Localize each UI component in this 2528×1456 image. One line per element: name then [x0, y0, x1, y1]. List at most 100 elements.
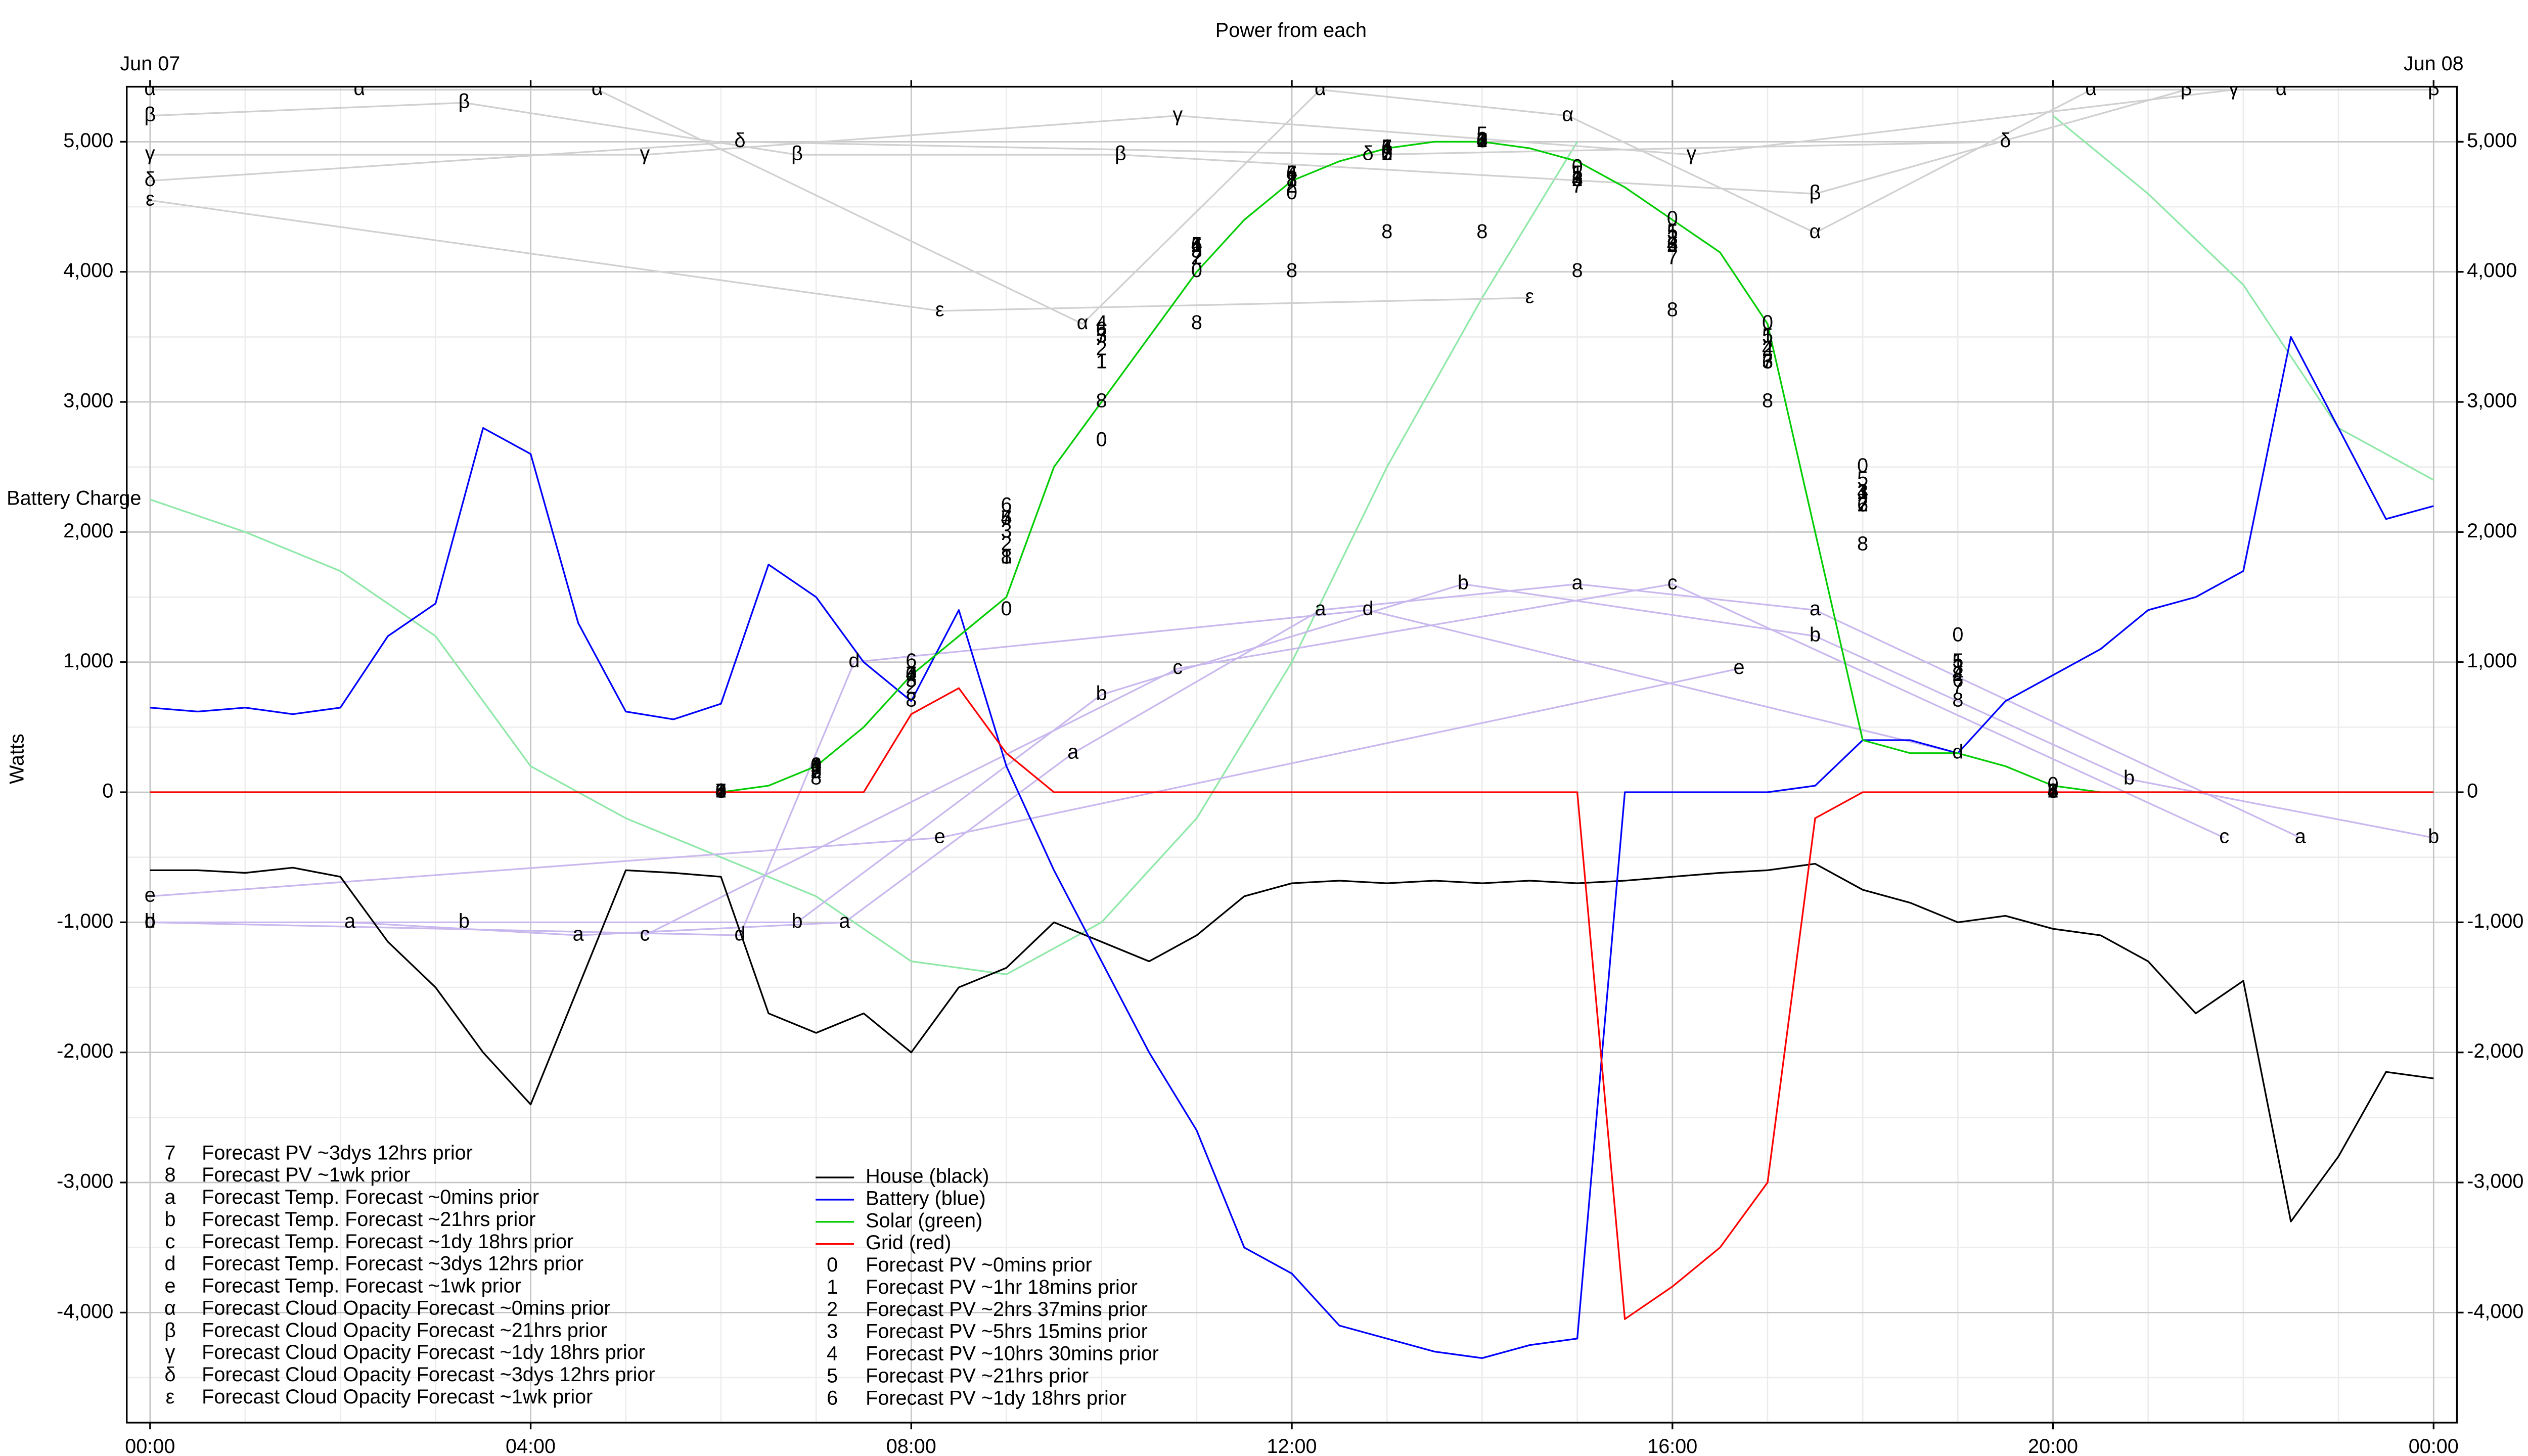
forecast-point: 0 — [1381, 143, 1392, 165]
forecast-point: 4 — [1572, 168, 1583, 191]
forecast-point: β — [2181, 77, 2192, 100]
legend-label: Forecast Cloud Opacity Forecast ~21hrs p… — [202, 1319, 607, 1341]
legend-symbol: β — [164, 1319, 176, 1341]
forecast-point: 6 — [1286, 162, 1297, 184]
forecast-point: 5 — [1857, 468, 1868, 490]
forecast-point: 6 — [906, 650, 917, 672]
forecast-point: 7 — [1191, 246, 1202, 268]
forecast-point: α — [144, 77, 156, 100]
forecast-point: b — [459, 910, 470, 932]
legend-label: Forecast PV ~1hr 18mins prior — [866, 1276, 1138, 1298]
chart-title: Power from each — [1215, 19, 1367, 41]
forecast-point: 5 — [906, 669, 917, 692]
forecast-point: b — [2124, 767, 2135, 789]
forecast-point: α — [2276, 77, 2287, 100]
y2-tick-label: 3,000 — [2467, 389, 2517, 412]
legend-symbol: 8 — [164, 1164, 175, 1186]
forecast-line — [150, 609, 1958, 936]
forecast-point: b — [2428, 826, 2439, 848]
legend-label: Forecast PV ~1wk prior — [202, 1164, 410, 1186]
forecast-point: 0 — [1952, 624, 1963, 646]
forecast-point: 8 — [810, 767, 822, 789]
date-label: Jun 07 — [120, 53, 180, 75]
forecast-point: 3 — [1191, 240, 1202, 262]
forecast-point: 8 — [715, 780, 727, 802]
forecast-point: β — [791, 143, 803, 165]
forecast-point: c — [1172, 656, 1183, 678]
plot-frame — [126, 85, 2458, 1424]
y-tick-label: 3,000 — [63, 389, 113, 412]
forecast-point: 6 — [1572, 168, 1583, 191]
forecast-point: d — [848, 650, 860, 672]
forecast-point: 8 — [2048, 780, 2059, 802]
legend-symbol: 6 — [827, 1387, 838, 1409]
forecast-point: 7 — [1381, 143, 1392, 165]
y2-tick-label: 1,000 — [2467, 650, 2517, 672]
forecast-point: 0 — [2048, 774, 2059, 796]
y-tick-label: 2,000 — [63, 520, 113, 542]
x-tick-label: 04:00 — [506, 1435, 556, 1456]
forecast-point: 6 — [1096, 318, 1107, 340]
forecast-line — [150, 583, 2434, 924]
legend-symbol: 0 — [827, 1254, 838, 1276]
forecast-point: 3 — [1572, 168, 1583, 191]
forecast-line — [644, 583, 2225, 936]
forecast-point: 5 — [810, 760, 822, 783]
series-line — [150, 336, 2434, 1359]
y2-tick-label: 0 — [2467, 780, 2478, 802]
legend-label: Solar (green) — [866, 1209, 982, 1232]
legend-label: Battery (blue) — [866, 1187, 986, 1209]
forecast-point: α — [1315, 77, 1326, 100]
legend-label: House (black) — [866, 1165, 989, 1188]
forecast-point: 8 — [906, 689, 917, 711]
forecast-point: 2 — [1952, 663, 1963, 685]
forecast-point: 5 — [1001, 507, 1012, 529]
forecast-point: 0 — [810, 754, 822, 776]
legend-label: Forecast Temp. Forecast ~1dy 18hrs prior — [202, 1231, 573, 1253]
forecast-line — [150, 88, 2234, 156]
y-tick-label: 4,000 — [63, 259, 113, 282]
forecast-point: β — [2428, 77, 2440, 100]
forecast-point: a — [1810, 598, 1821, 620]
forecast-point: 3 — [1667, 227, 1678, 249]
forecast-point: 2 — [1572, 168, 1583, 191]
forecast-point: 7 — [2048, 780, 2059, 802]
forecast-point: 1 — [1667, 220, 1678, 243]
forecast-point: γ — [640, 143, 650, 165]
forecast-point: 1 — [1857, 481, 1868, 503]
forecast-point: 1 — [1381, 136, 1392, 158]
forecast-point: 4 — [715, 780, 727, 802]
forecast-point: b — [1096, 682, 1107, 704]
forecast-point: 5 — [1096, 325, 1107, 347]
forecast-point: 1 — [906, 663, 917, 685]
forecast-point: 8 — [1381, 220, 1392, 243]
legend-symbol: 2 — [827, 1298, 838, 1321]
legend-symbol: 1 — [827, 1276, 838, 1298]
forecast-point: 3 — [715, 780, 727, 802]
legend-symbol: e — [164, 1275, 175, 1297]
forecast-point: 4 — [1096, 311, 1107, 334]
forecast-point: 8 — [1762, 389, 1773, 412]
forecast-point: 4 — [1286, 162, 1297, 184]
forecast-point: 2 — [1762, 338, 1773, 360]
forecast-point: 3 — [1857, 481, 1868, 503]
forecast-point: 0 — [715, 780, 727, 802]
forecast-point: 7 — [810, 760, 822, 783]
forecast-point: b — [145, 910, 156, 932]
forecast-point: 7 — [1572, 175, 1583, 197]
forecast-point: 2 — [1096, 338, 1107, 360]
legend-symbol: 7 — [164, 1142, 175, 1164]
forecast-point: 2 — [1286, 175, 1297, 197]
legend-label: Forecast Cloud Opacity Forecast ~0mins p… — [202, 1297, 610, 1319]
legend-symbol: γ — [165, 1341, 175, 1363]
forecast-point: 6 — [1191, 234, 1202, 256]
forecast-point: 5 — [1667, 220, 1678, 243]
series-line — [150, 687, 2434, 1320]
y-tick-label: -4,000 — [57, 1300, 113, 1323]
series-line — [150, 862, 2434, 1222]
y2-tick-label: 5,000 — [2467, 129, 2517, 152]
forecast-point: 7 — [715, 780, 727, 802]
forecast-point: 7 — [1286, 168, 1297, 191]
